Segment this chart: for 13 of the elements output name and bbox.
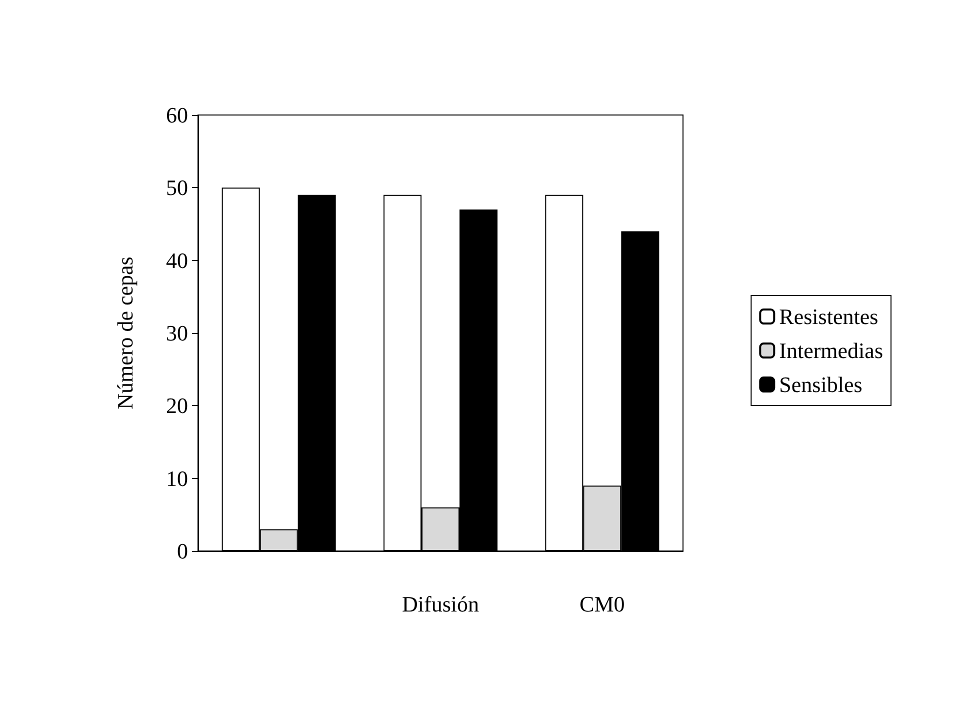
y-tick-label: 50: [166, 175, 188, 200]
y-tick-label: 10: [166, 466, 188, 491]
x-tick-label: Difusión: [402, 592, 479, 616]
y-tick-label: 30: [166, 320, 188, 346]
legend-label: Intermedias: [779, 338, 884, 363]
y-tick-label: 40: [166, 248, 188, 273]
y-tick-label: 60: [166, 102, 188, 128]
legend-label: Resistentes: [779, 304, 878, 329]
y-axis-title: Número de cepas: [112, 256, 138, 410]
legend-label: Sensibles: [779, 372, 862, 397]
x-tick-label: CM0: [580, 592, 625, 616]
y-tick-label: 0: [177, 538, 188, 564]
y-tick-label: 20: [166, 393, 188, 418]
